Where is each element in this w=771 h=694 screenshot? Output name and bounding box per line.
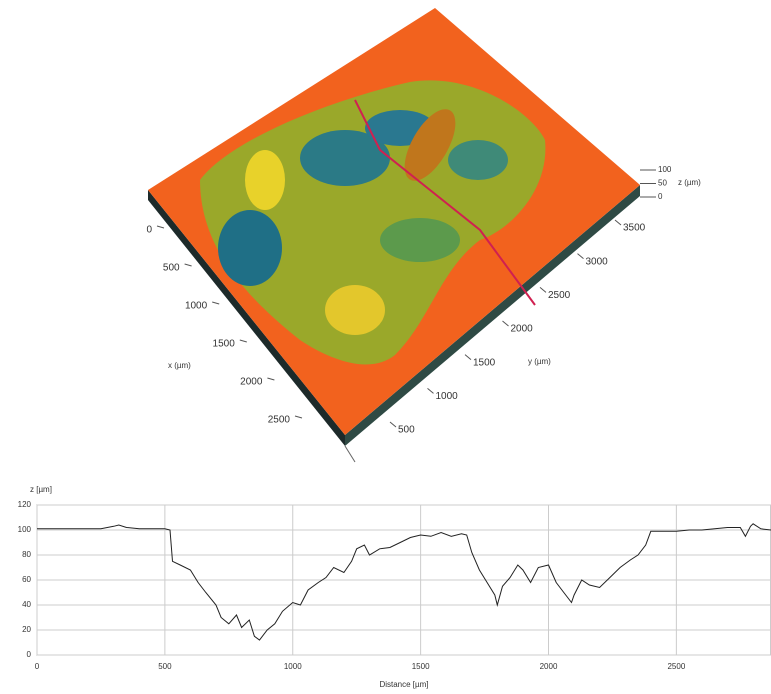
x-tick-label: 2000 bbox=[240, 377, 263, 388]
x-tick-label: 1500 bbox=[213, 339, 236, 350]
y-tick-label: 80 bbox=[22, 550, 31, 559]
y-tick bbox=[390, 422, 396, 427]
surface-feature bbox=[325, 285, 385, 335]
x-tick-label: 2500 bbox=[667, 662, 685, 671]
surface-feature bbox=[218, 210, 282, 286]
y-tick-label: 1000 bbox=[436, 391, 459, 402]
y-tick-label: 500 bbox=[398, 425, 415, 436]
y-tick-label: 0 bbox=[27, 650, 32, 659]
figure: 05001000150020002500x (µm)50010001500200… bbox=[0, 0, 771, 694]
y-tick bbox=[540, 287, 546, 292]
y-tick-label: 1500 bbox=[473, 357, 496, 368]
z-tick-label: 0 bbox=[658, 192, 663, 201]
y-tick-label: 3000 bbox=[586, 256, 609, 267]
x-tick-label: 1000 bbox=[284, 662, 302, 671]
y-axis-label: z [µm] bbox=[30, 485, 52, 494]
z-tick-label: 100 bbox=[658, 165, 672, 174]
z-axis-label: z (µm) bbox=[678, 178, 701, 187]
y-tick-label: 40 bbox=[22, 600, 31, 609]
y-axis-label: y (µm) bbox=[528, 357, 551, 366]
x-tick-label: 500 bbox=[158, 662, 172, 671]
x-tick-label: 2500 bbox=[268, 415, 291, 426]
y-tick bbox=[615, 220, 621, 225]
profile-line bbox=[37, 524, 771, 640]
x-tick-label: 1000 bbox=[185, 301, 208, 312]
x-tick bbox=[240, 340, 247, 342]
x-axis-label: x (µm) bbox=[168, 361, 191, 370]
surface-plot bbox=[148, 8, 640, 462]
y-tick bbox=[465, 355, 471, 360]
x-tick bbox=[295, 416, 302, 418]
surface-feature bbox=[245, 150, 285, 210]
x-tick bbox=[267, 378, 274, 380]
x-tick-label: 0 bbox=[146, 225, 152, 236]
x-tick-label: 2000 bbox=[540, 662, 558, 671]
y-tick bbox=[578, 254, 584, 259]
y-tick-label: 60 bbox=[22, 575, 31, 584]
y-tick-label: 20 bbox=[22, 625, 31, 634]
z-tick-label: 50 bbox=[658, 179, 667, 188]
y-tick-label: 2500 bbox=[548, 290, 571, 301]
y-tick bbox=[428, 388, 434, 393]
surface-feature bbox=[380, 218, 460, 262]
x-tick-label: 500 bbox=[163, 263, 180, 274]
surface-feature bbox=[448, 140, 508, 180]
x-axis-label: Distance [µm] bbox=[379, 680, 428, 689]
x-tick bbox=[157, 226, 164, 228]
y-tick-label: 2000 bbox=[511, 324, 534, 335]
x-tick-label: 1500 bbox=[412, 662, 430, 671]
x-tick bbox=[185, 264, 192, 266]
axis-line bbox=[345, 446, 355, 462]
x-tick-label: 0 bbox=[35, 662, 40, 671]
y-tick-label: 100 bbox=[18, 525, 32, 534]
x-tick bbox=[212, 302, 219, 304]
y-tick bbox=[503, 321, 509, 326]
y-tick-label: 120 bbox=[18, 500, 32, 509]
y-tick-label: 3500 bbox=[623, 223, 646, 234]
